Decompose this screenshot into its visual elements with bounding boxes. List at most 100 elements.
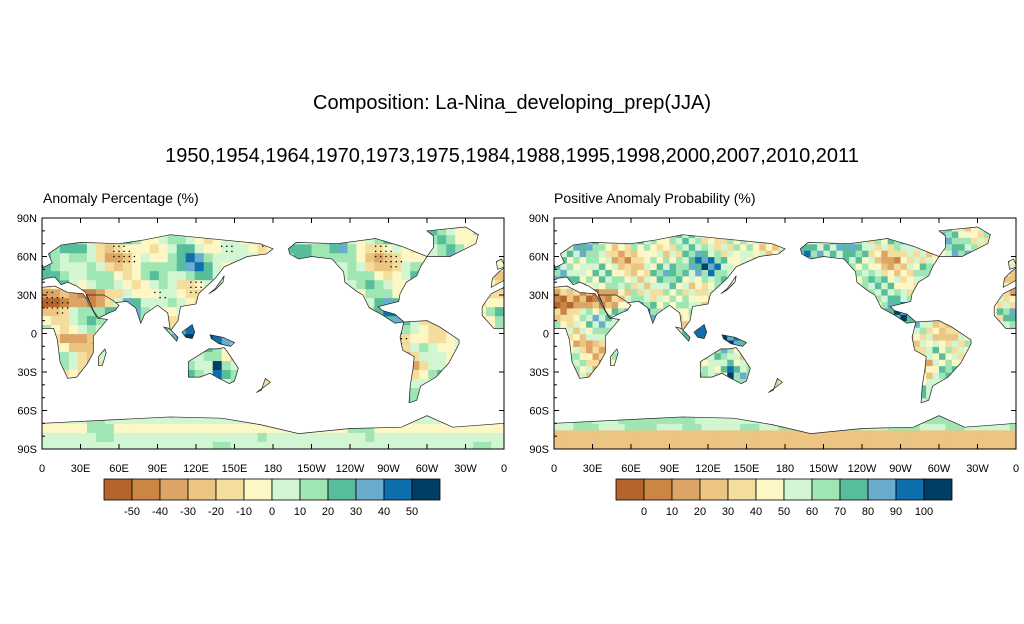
left-lon-label: 0 [501, 463, 507, 475]
left-colorbar-label: -20 [208, 506, 224, 518]
left-panel-title: Anomaly Percentage (%) [43, 190, 199, 206]
left-lon-label: 90E [148, 463, 168, 475]
left-lat-label: 60S [17, 406, 37, 418]
right-lon-label: 120W [848, 463, 877, 475]
right-lon-label: 0 [551, 463, 557, 475]
left-lon-label: 120E [183, 463, 209, 475]
right-coastline [674, 326, 691, 342]
right-colorbar-swatch [895, 478, 925, 501]
left-lon-label: 90W [377, 463, 400, 475]
right-colorbar-label: 90 [890, 506, 902, 518]
left-coastline [42, 285, 109, 379]
right-coastline [938, 226, 991, 257]
right-coastline [554, 285, 621, 379]
left-lat-label: 30N [17, 290, 37, 302]
left-lon-label: 30E [71, 463, 91, 475]
right-lon-label: 30E [583, 463, 603, 475]
right-colorbar-label: 100 [915, 506, 933, 518]
left-lat-label: 30S [17, 367, 37, 379]
right-coastline [721, 334, 748, 347]
right-colorbar-label: 80 [862, 506, 874, 518]
left-colorbar-label: -10 [236, 506, 252, 518]
left-colorbar-swatch [131, 478, 161, 501]
right-colorbar: 0 10 20 30 40 50 60 70 80 90 100 [615, 478, 953, 518]
left-colorbar-swatch [355, 478, 385, 501]
left-coastline [426, 226, 479, 257]
right-colorbar-swatch [671, 478, 701, 501]
right-lon-label: 120E [695, 463, 721, 475]
left-colorbar-swatch [159, 478, 189, 501]
right-colorbar-swatch [615, 478, 645, 501]
right-lon-label: 30W [966, 463, 989, 475]
right-coastline [554, 415, 1016, 449]
left-lon-label: 0 [39, 463, 45, 475]
right-coastline [1015, 422, 1016, 449]
left-coastline [42, 415, 504, 449]
right-colorbar-swatch [783, 478, 813, 501]
left-lon-label: 60E [109, 463, 129, 475]
left-coastline [181, 323, 196, 340]
right-coastline [554, 234, 786, 332]
right-colorbar-label: 30 [722, 506, 734, 518]
left-lon-label: 60W [416, 463, 439, 475]
right-lon-label: 60W [928, 463, 951, 475]
right-colorbar-swatch [643, 478, 673, 501]
right-colorbar-label: 70 [834, 506, 846, 518]
right-coastline [800, 238, 940, 324]
right-lon-label: 150W [809, 463, 838, 475]
left-lat-label: 90N [17, 213, 37, 225]
right-lat-label: 90N [529, 213, 549, 225]
left-colorbar-label: 20 [322, 506, 334, 518]
right-colorbar-label: 0 [641, 506, 647, 518]
left-coastline [495, 258, 504, 270]
right-lon-label: 60E [621, 463, 641, 475]
left-colorbar: -50 -40 -30 -20 -10 0 10 20 30 40 50 [103, 478, 441, 518]
left-lat-label: 90S [17, 444, 37, 456]
left-coastline [86, 294, 120, 319]
right-lat-label: 30N [529, 290, 549, 302]
left-lon-label: 30W [454, 463, 477, 475]
right-colorbar-label: 10 [666, 506, 678, 518]
right-colorbar-swatch [727, 478, 757, 501]
right-coastline [610, 348, 619, 366]
right-colorbar-label: 60 [806, 506, 818, 518]
left-colorbar-label: 30 [350, 506, 362, 518]
right-lat-label: 0 [543, 329, 549, 341]
right-colorbar-swatch [867, 478, 897, 501]
left-colorbar-swatch [103, 478, 133, 501]
left-colorbar-label: 40 [378, 506, 390, 518]
right-lon-label: 180 [776, 463, 794, 475]
right-panel-title: Positive Anomaly Probability (%) [554, 190, 756, 206]
right-colorbar-label: 40 [750, 506, 762, 518]
left-lat-label: 60N [17, 252, 37, 264]
left-colorbar-swatch [271, 478, 301, 501]
left-lon-label: 150E [222, 463, 248, 475]
right-lon-label: 0 [1013, 463, 1019, 475]
right-colorbar-swatch [811, 478, 841, 501]
right-lon-label: 150E [734, 463, 760, 475]
left-coastline [288, 238, 428, 324]
composite-years: 1950,1954,1964,1970,1973,1975,1984,1988,… [165, 145, 859, 167]
left-lat-label: 0 [31, 329, 37, 341]
right-coastline [720, 275, 737, 295]
left-colorbar-swatch [187, 478, 217, 501]
left-colorbar-label: 10 [294, 506, 306, 518]
left-lon-label: 150W [297, 463, 326, 475]
right-colorbar-swatch [839, 478, 869, 501]
left-colorbar-label: 0 [269, 506, 275, 518]
left-lon-label: 120W [336, 463, 365, 475]
right-coastline [598, 294, 632, 319]
left-coastline [209, 334, 236, 347]
left-colorbar-swatch [327, 478, 357, 501]
left-coastline [162, 326, 179, 342]
left-coastline [42, 234, 274, 332]
right-coastline [911, 320, 972, 404]
right-colorbar-swatch [699, 478, 729, 501]
right-coastline [1007, 258, 1016, 270]
left-colorbar-swatch [215, 478, 245, 501]
left-colorbar-swatch [383, 478, 413, 501]
right-colorbar-label: 20 [694, 506, 706, 518]
